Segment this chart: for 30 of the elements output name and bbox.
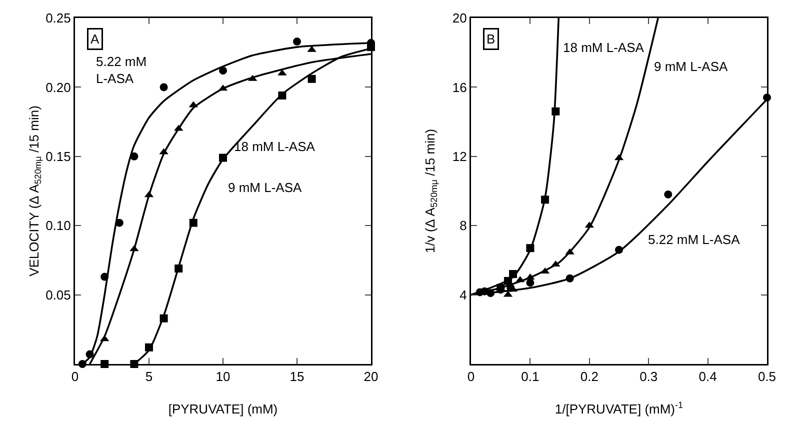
annotation: 5.22 mM L-ASA	[648, 232, 740, 247]
x-axis-title: 1/[PYRUVATE] (mM)$^{-1}$	[554, 400, 684, 416]
x-tick-label: 0.3	[640, 369, 658, 384]
y-tick-label: 20	[452, 10, 467, 26]
y-tick-label: 12	[452, 148, 467, 164]
x-tick-label: 0.4	[698, 369, 717, 384]
x-tick-label: 10	[216, 369, 230, 384]
y-tick-label: 0.25	[46, 10, 71, 26]
x-axis-title: [PYRUVATE] (mM)	[168, 402, 278, 416]
annotation: 9 mM L-ASA	[228, 180, 302, 195]
x-tick-label: 15	[290, 369, 304, 384]
y-tick-label: 8	[460, 218, 467, 234]
x-tick-label: 0.5	[758, 369, 776, 384]
x-tick-label: 20	[364, 369, 378, 384]
annotation: 18 mM L-ASA	[563, 40, 644, 55]
y-tick-label: 0.05	[46, 287, 71, 302]
x-tick-label: 5	[145, 369, 153, 384]
x-tick-label: 0.1	[521, 369, 540, 384]
y-tick-label: 4	[460, 287, 467, 302]
annotation: B	[486, 32, 496, 46]
x-tick-label: 0	[71, 369, 79, 384]
x-tick-label: 0.2	[580, 369, 598, 384]
y-tick-label: 0.10	[46, 218, 71, 234]
x-tick-label: 0	[467, 369, 475, 384]
annotation: 9 mM L-ASA	[654, 59, 728, 74]
y-tick-label: 0.15	[46, 148, 71, 164]
annotation: 5.22 mM L-ASA	[96, 54, 147, 86]
annotation: A	[90, 32, 100, 46]
y-tick-label: 0.20	[46, 80, 71, 95]
y-tick-label: 16	[452, 80, 467, 95]
